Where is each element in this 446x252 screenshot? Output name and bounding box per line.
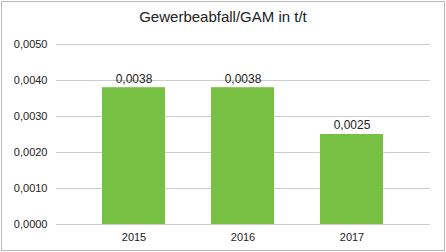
- svg-text:0,0038: 0,0038: [225, 72, 262, 86]
- svg-text:2017: 2017: [340, 231, 364, 243]
- svg-text:0,0020: 0,0020: [14, 146, 48, 158]
- svg-text:0,0040: 0,0040: [14, 74, 48, 86]
- html-text:Gewerbeabfall/GAM in t/t: Gewerbeabfall/GAM in t/t: [139, 8, 307, 25]
- svg-text:0,0050: 0,0050: [14, 38, 48, 50]
- svg-text:0,0025: 0,0025: [334, 118, 371, 132]
- svg-text:0,0000: 0,0000: [14, 218, 48, 230]
- svg-text:0,0010: 0,0010: [14, 182, 48, 194]
- svg-text:2016: 2016: [231, 231, 255, 243]
- svg-text:2015: 2015: [122, 231, 146, 243]
- svg-text:0,0030: 0,0030: [14, 110, 48, 122]
- svg-text:0,0038: 0,0038: [116, 72, 153, 86]
